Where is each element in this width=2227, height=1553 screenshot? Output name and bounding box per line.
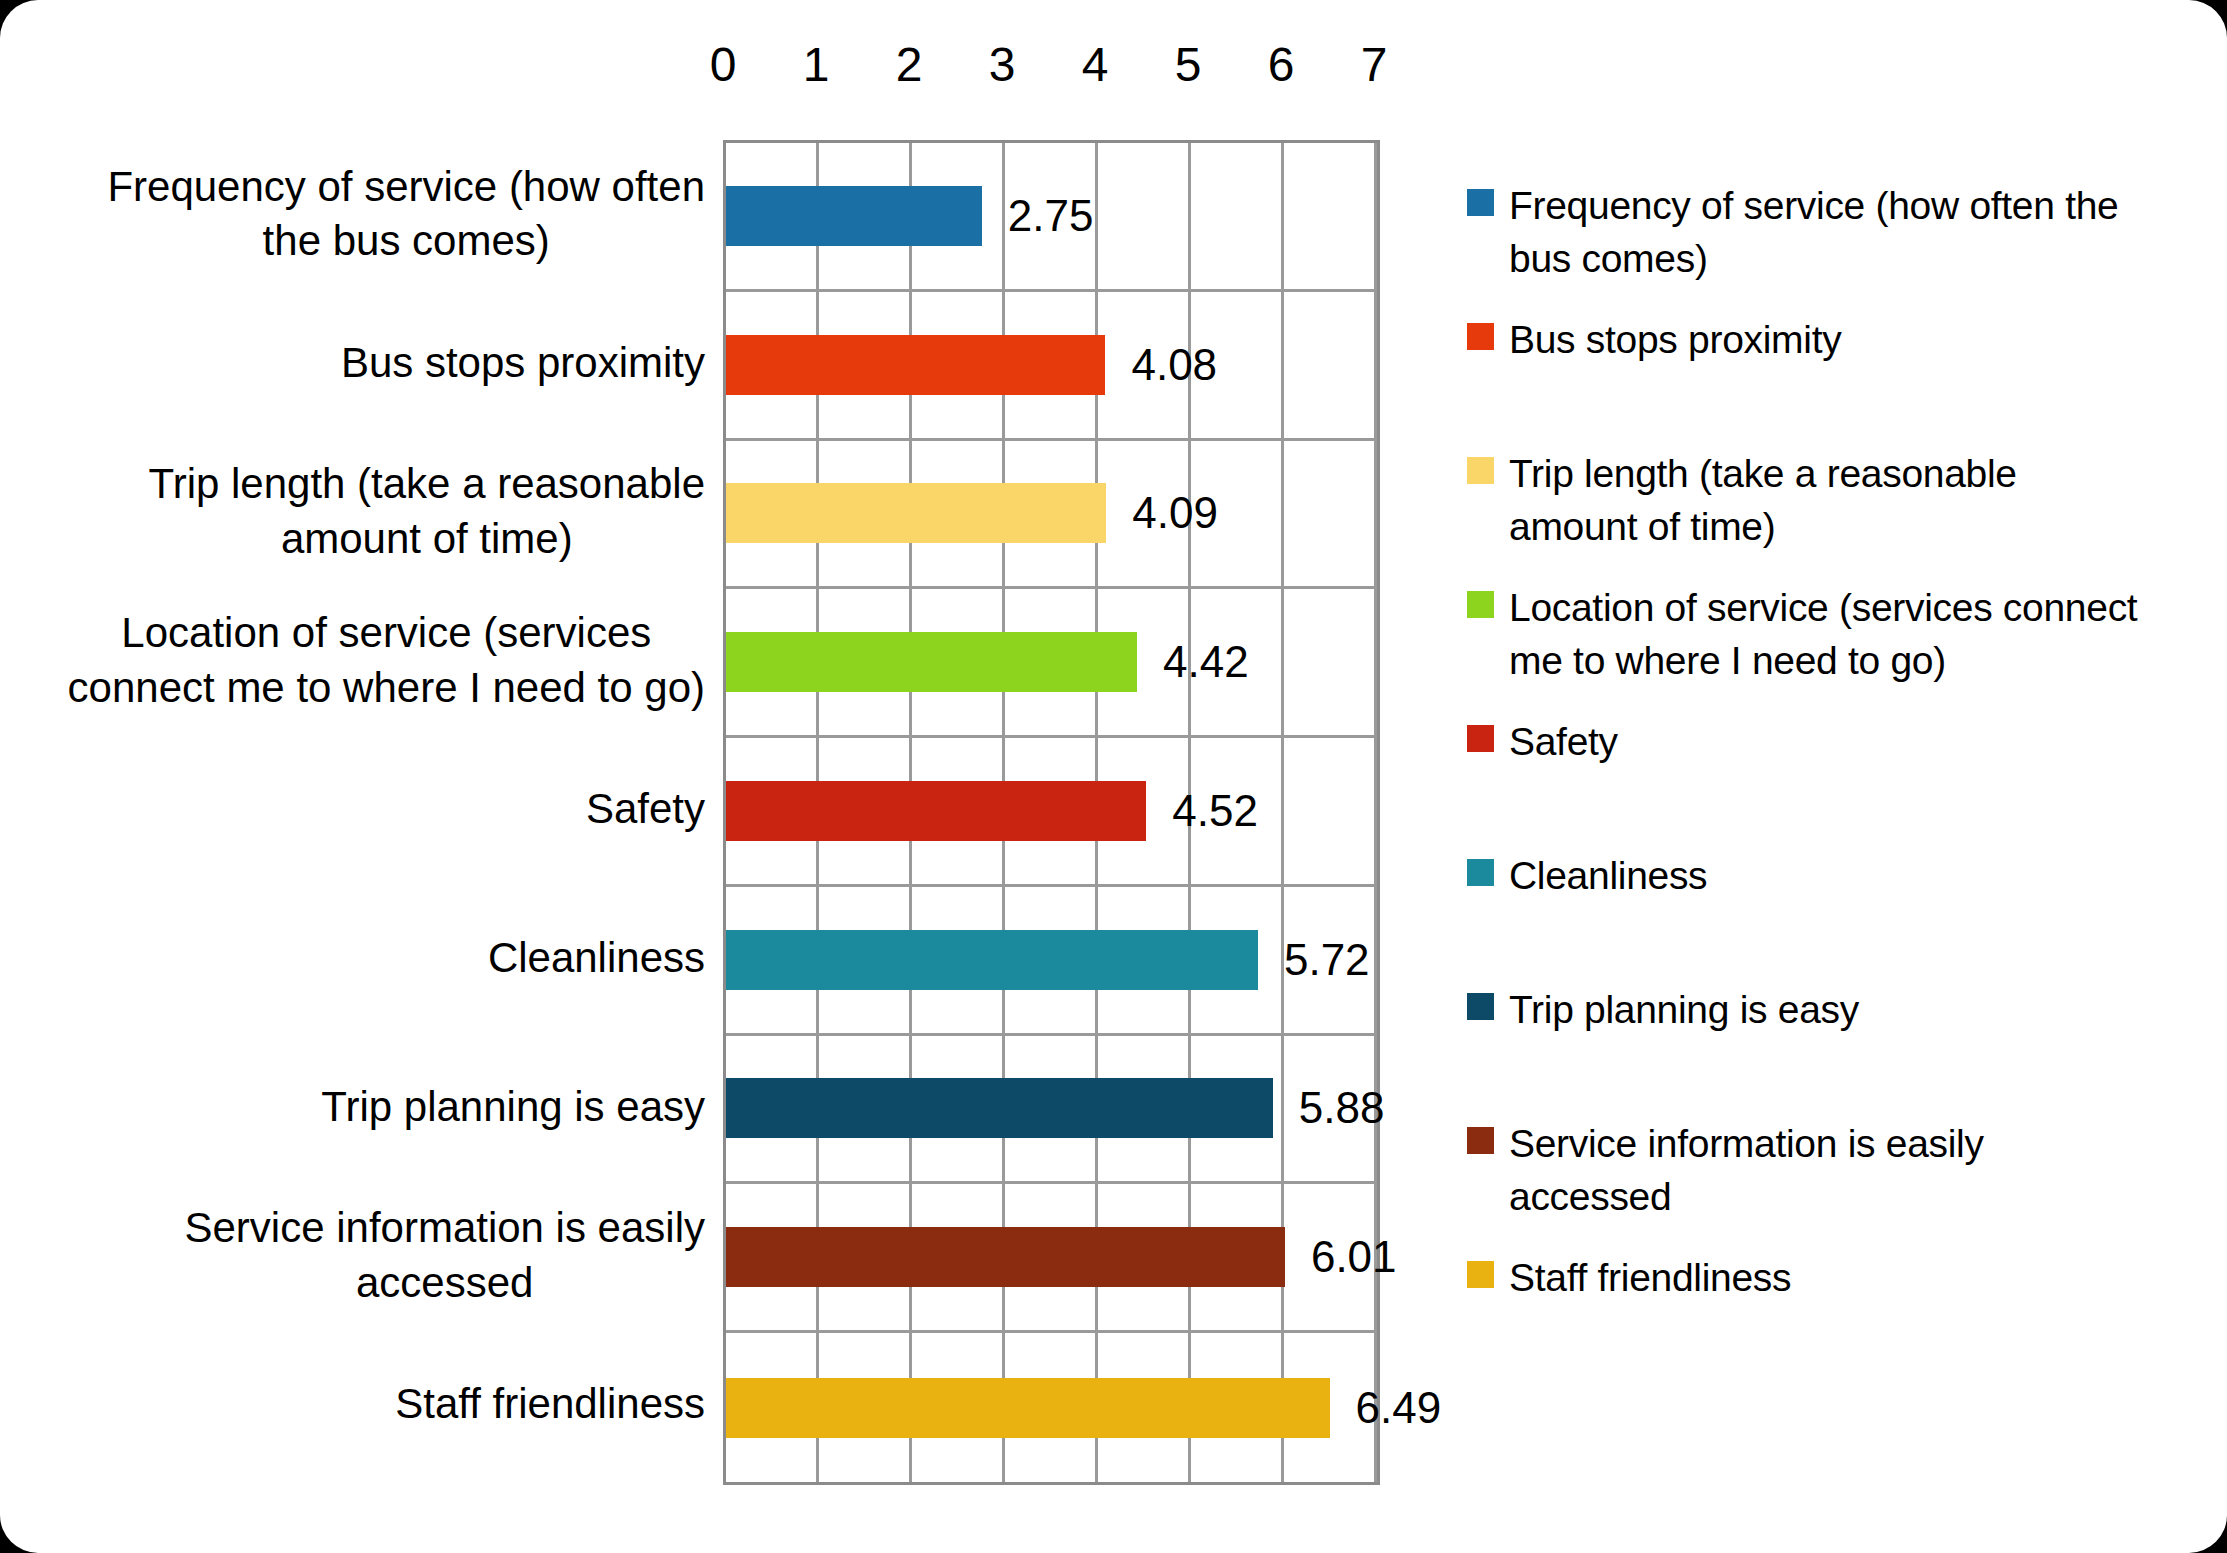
x-tick-label: 5 [1143,30,1233,100]
legend-swatch [1467,591,1494,618]
x-tick-label: 2 [864,30,954,100]
legend-swatch [1467,1127,1494,1154]
chart-row: 4.42 [726,589,1377,738]
bar-value-label: 5.88 [1299,1083,1385,1133]
x-tick-label: 3 [957,30,1047,100]
x-tick-label: 7 [1329,30,1419,100]
bar [726,632,1137,692]
category-label-cell: Trip length (take a reasonable amount of… [30,438,705,587]
bar-value-label: 4.52 [1172,786,1258,836]
bar-value-label: 5.72 [1284,935,1370,985]
x-tick-label: 6 [1236,30,1326,100]
category-label-cell: Service information is easily accessed [30,1181,705,1330]
category-label: Safety [586,782,705,837]
legend-swatch [1467,859,1494,886]
category-label: Cleanliness [488,931,705,986]
legend-label: Trip length (take a reasonable amount of… [1509,448,2017,553]
legend-label: Frequency of service (how often the bus … [1509,180,2118,285]
category-label-cell: Frequency of service (how often the bus … [30,140,705,289]
category-label: Frequency of service (how often the bus … [107,160,705,269]
bar [726,1078,1273,1138]
category-label: Trip planning is easy [321,1080,705,1135]
category-label: Service information is easily accessed [184,1201,705,1310]
legend-label: Trip planning is easy [1509,984,1859,1037]
legend-item: Cleanliness [1467,822,2207,956]
category-label-cell: Trip planning is easy [30,1033,705,1182]
bar [726,1227,1285,1287]
category-label: Staff friendliness [395,1377,705,1432]
legend-item: Trip length (take a reasonable amount of… [1467,420,2207,554]
bar [726,781,1146,841]
category-label: Location of service (services connect me… [68,606,705,715]
legend-label: Bus stops proximity [1509,314,1841,367]
x-tick-label: 0 [678,30,768,100]
category-label-cell: Staff friendliness [30,1330,705,1479]
chart-row: 6.01 [726,1184,1377,1333]
category-label-cell: Bus stops proximity [30,289,705,438]
legend-item: Location of service (services connect me… [1467,554,2207,688]
category-label-cell: Location of service (services connect me… [30,586,705,735]
legend-swatch [1467,189,1494,216]
bar [726,186,982,246]
category-label-cell: Safety [30,735,705,884]
bar-value-label: 4.42 [1163,637,1249,687]
legend-item: Safety [1467,688,2207,822]
chart-row: 4.09 [726,441,1377,590]
legend-swatch [1467,725,1494,752]
category-label-cell: Cleanliness [30,884,705,1033]
bar-value-label: 2.75 [1008,191,1094,241]
bar-value-label: 4.09 [1132,488,1218,538]
plot-area: 2.75 4.08 4.09 4.42 4.52 5.72 5.886.016.49 [723,140,1380,1485]
legend-swatch [1467,1261,1494,1288]
legend-item: Trip planning is easy [1467,956,2207,1090]
chart-row: 6.49 [726,1333,1377,1482]
bar-value-label: 6.01 [1311,1232,1397,1282]
category-label: Trip length (take a reasonable amount of… [149,457,705,566]
bar-value-label: 4.08 [1131,340,1217,390]
x-tick-label: 4 [1050,30,1140,100]
chart-row: 5.88 [726,1036,1377,1185]
legend-item: Frequency of service (how often the bus … [1467,152,2207,286]
bar-value-label: 6.49 [1356,1383,1442,1433]
bar [726,930,1258,990]
chart-row: 4.08 [726,292,1377,441]
legend-item: Staff friendliness [1467,1224,2207,1358]
legend-label: Safety [1509,716,1618,769]
legend-label: Location of service (services connect me… [1509,582,2137,687]
legend-swatch [1467,457,1494,484]
category-label: Bus stops proximity [341,336,705,391]
x-axis: 01234567 [723,30,1374,100]
category-labels: Frequency of service (how often the bus … [30,140,705,1479]
legend-label: Service information is easily accessed [1509,1118,1984,1223]
chart-row: 5.72 [726,887,1377,1036]
bar [726,1378,1330,1438]
chart-row: 4.52 [726,738,1377,887]
legend-swatch [1467,993,1494,1020]
legend: Frequency of service (how often the bus … [1467,152,2207,1358]
bar [726,335,1105,395]
legend-item: Service information is easily accessed [1467,1090,2207,1224]
legend-label: Cleanliness [1509,850,1707,903]
chart-row: 2.75 [726,143,1377,292]
x-tick-label: 1 [771,30,861,100]
chart-frame: 01234567 Frequency of service (how often… [0,0,2227,1553]
bar [726,483,1106,543]
legend-item: Bus stops proximity [1467,286,2207,420]
legend-swatch [1467,323,1494,350]
legend-label: Staff friendliness [1509,1252,1791,1305]
